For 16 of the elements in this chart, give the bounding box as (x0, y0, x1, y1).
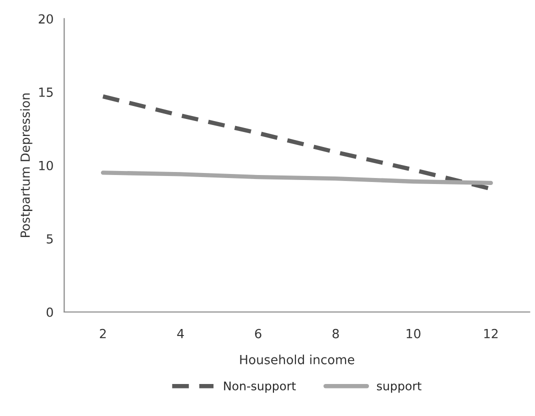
x-tick-label: 6 (255, 328, 262, 338)
legend-label: support (376, 382, 422, 393)
line-series (100, 170, 493, 186)
x-tick-label: 2 (100, 328, 106, 338)
y-tick-label: 0 (46, 307, 53, 317)
x-tick-label: 8 (332, 328, 339, 338)
y-tick-label: 15 (39, 88, 53, 97)
x-tick-label: 12 (484, 328, 498, 338)
y-tick-label: 5 (46, 234, 53, 244)
x-tick-label: 4 (177, 329, 184, 338)
x-axis-title: Household income (240, 354, 354, 364)
y-tick-label: 10 (39, 160, 53, 170)
x-tick-label: 10 (406, 328, 420, 338)
legend-label: Non-support (224, 382, 296, 393)
y-tick-label: 20 (38, 14, 53, 24)
y-axis-title: Postpartum Depression (20, 94, 32, 237)
